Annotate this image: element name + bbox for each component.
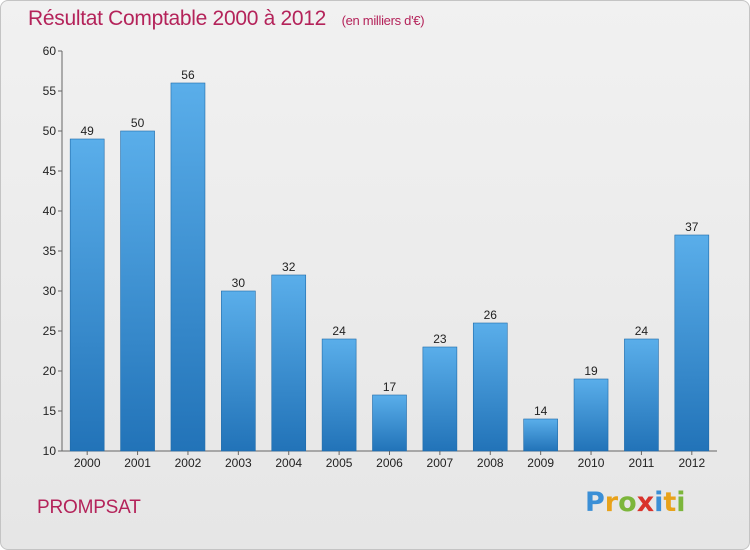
bar-value-label: 56 bbox=[181, 68, 195, 82]
bar-value-label: 26 bbox=[484, 308, 498, 322]
bar-value-label: 24 bbox=[635, 324, 649, 338]
x-tick-label: 2001 bbox=[124, 456, 151, 470]
bar-2000 bbox=[69, 138, 105, 452]
chart-title-text: Résultat Comptable 2000 à 2012 bbox=[28, 7, 327, 30]
y-tick-label: 55 bbox=[43, 84, 57, 98]
bar-value-label: 30 bbox=[232, 276, 246, 290]
y-tick-label: 50 bbox=[43, 124, 57, 138]
bar-value-label: 19 bbox=[584, 364, 598, 378]
brand-letter: t bbox=[663, 487, 677, 518]
brand-letter: x bbox=[636, 487, 655, 518]
x-tick-label: 2012 bbox=[678, 456, 705, 470]
bar-value-label: 17 bbox=[383, 380, 397, 394]
brand-letter: o bbox=[618, 487, 637, 518]
bar-2010 bbox=[573, 378, 609, 452]
bar-2004 bbox=[271, 274, 307, 452]
y-tick-label: 10 bbox=[43, 444, 57, 458]
brand-letter: i bbox=[676, 487, 686, 518]
brand-letter: P bbox=[585, 487, 605, 518]
y-tick-label: 60 bbox=[43, 44, 57, 58]
bar-2001 bbox=[120, 130, 155, 452]
brand-logo: Proxiti bbox=[585, 487, 686, 518]
chart-subtitle: (en milliers d'€) bbox=[341, 13, 425, 28]
bar-2003 bbox=[221, 290, 256, 452]
bar-value-label: 49 bbox=[81, 124, 95, 138]
x-tick-label: 2005 bbox=[326, 456, 353, 470]
y-tick-label: 40 bbox=[43, 204, 57, 218]
bar-2002 bbox=[170, 82, 206, 452]
bar-2009 bbox=[523, 418, 558, 452]
y-tick-label: 25 bbox=[43, 324, 57, 338]
bar-value-label: 14 bbox=[534, 404, 548, 418]
x-tick-label: 2008 bbox=[477, 456, 504, 470]
bar-2011 bbox=[624, 338, 659, 452]
x-tick-label: 2003 bbox=[225, 456, 252, 470]
town-name: PROMPSAT bbox=[37, 497, 141, 518]
brand-letter: r bbox=[604, 487, 619, 518]
y-tick-label: 35 bbox=[43, 244, 57, 258]
bar-2008 bbox=[472, 322, 508, 452]
x-tick-label: 2009 bbox=[527, 456, 554, 470]
bar-value-label: 50 bbox=[131, 116, 145, 130]
bar-value-label: 32 bbox=[282, 260, 296, 274]
x-tick-label: 2006 bbox=[376, 456, 403, 470]
x-tick-label: 2000 bbox=[74, 456, 101, 470]
x-tick-label: 2011 bbox=[629, 456, 655, 470]
x-tick-label: 2010 bbox=[578, 456, 605, 470]
bar-value-label: 37 bbox=[685, 220, 699, 234]
bar-2006 bbox=[372, 394, 407, 452]
x-tick-label: 2002 bbox=[175, 456, 202, 470]
bar-2007 bbox=[422, 346, 458, 452]
y-tick-label: 15 bbox=[43, 404, 57, 418]
bar-value-label: 24 bbox=[332, 324, 346, 338]
x-tick-label: 2007 bbox=[427, 456, 454, 470]
y-tick-label: 45 bbox=[43, 164, 57, 178]
y-tick-label: 30 bbox=[43, 284, 57, 298]
y-tick-label: 20 bbox=[43, 364, 57, 378]
x-tick-label: 2004 bbox=[275, 456, 302, 470]
bar-2012 bbox=[674, 234, 710, 452]
bar-value-label: 23 bbox=[433, 332, 447, 346]
brand-letter: i bbox=[654, 487, 664, 518]
chart-title: Résultat Comptable 2000 à 2012 (en milli… bbox=[28, 7, 425, 31]
bar-2005 bbox=[321, 338, 357, 452]
